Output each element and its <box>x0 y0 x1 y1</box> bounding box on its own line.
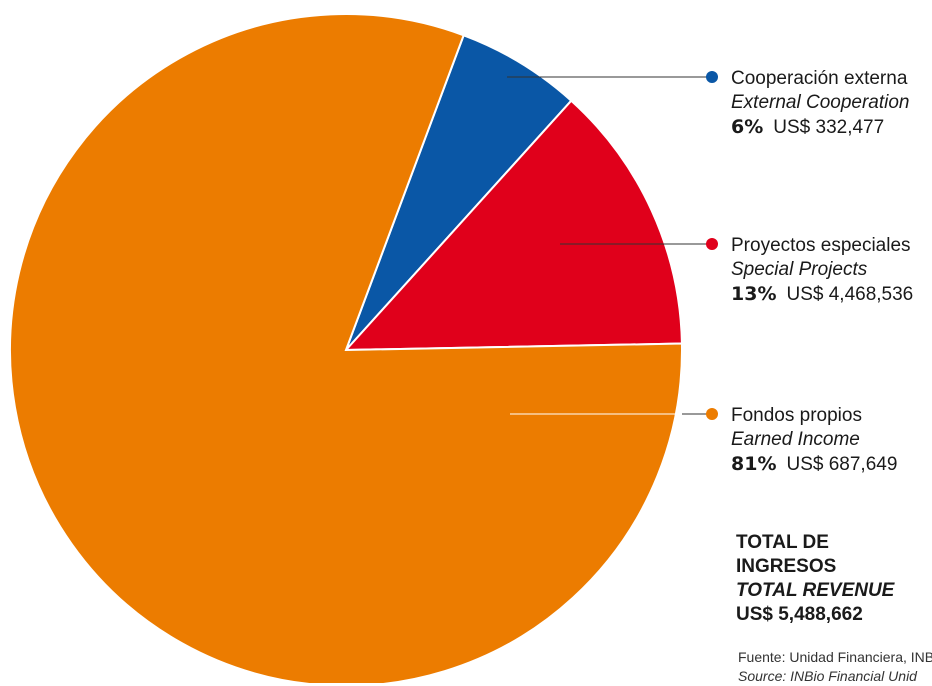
slice-earned-income <box>9 13 683 683</box>
source-en: Source: INBio Financial Unid <box>738 668 917 684</box>
legend-dot-special <box>706 238 718 250</box>
legend-special-percent: 13% <box>731 283 777 305</box>
legend-external: Cooperación externa External Cooperation… <box>731 67 910 140</box>
total-amount: US$ 5,488,662 <box>736 604 863 625</box>
legend-dot-earned <box>706 408 718 420</box>
legend-special: Proyectos especiales Special Projects 13… <box>731 234 913 307</box>
legend-earned-label-es: Fondos propios <box>731 405 862 426</box>
total-label-en: TOTAL REVENUE <box>736 580 895 601</box>
legend-special-label-en: Special Projects <box>731 259 868 280</box>
legend-earned: Fondos propios Earned Income 81% US$ 687,… <box>731 404 897 477</box>
legend-special-amount: US$ 4,468,536 <box>786 284 914 305</box>
legend-earned-amount: US$ 687,649 <box>786 454 898 475</box>
legend-special-label-es: Proyectos especiales <box>731 235 911 256</box>
legend-external-label-en: External Cooperation <box>731 92 910 113</box>
legend-external-label-es: Cooperación externa <box>731 68 908 89</box>
legend-earned-percent: 81% <box>731 453 777 475</box>
legend-external-amount: US$ 332,477 <box>773 117 885 138</box>
total-revenue: TOTAL DE INGRESOS TOTAL REVENUE US$ 5,48… <box>736 531 932 627</box>
source-es: Fuente: Unidad Financiera, INBio <box>738 649 932 665</box>
slice-special-projects <box>343 99 683 352</box>
slice-external-cooperation <box>345 33 573 351</box>
legend-earned-label-en: Earned Income <box>731 429 860 450</box>
source-note: Fuente: Unidad Financiera, INBio Source:… <box>738 648 932 686</box>
legend-dot-external <box>706 71 718 83</box>
legend-external-percent: 6% <box>731 116 764 138</box>
total-label-es: TOTAL DE INGRESOS <box>736 532 837 577</box>
